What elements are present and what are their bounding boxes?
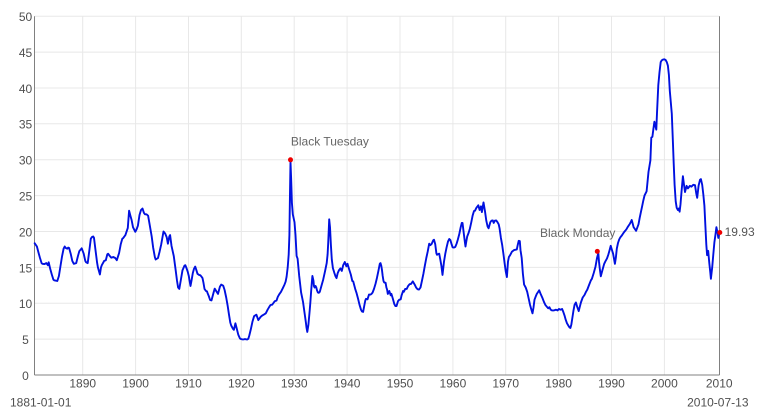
svg-text:1950: 1950 bbox=[387, 377, 414, 391]
svg-text:15: 15 bbox=[19, 261, 33, 275]
svg-text:1881-01-01: 1881-01-01 bbox=[10, 396, 72, 410]
svg-text:1890: 1890 bbox=[69, 377, 96, 391]
svg-text:1920: 1920 bbox=[228, 377, 255, 391]
svg-text:Black Tuesday: Black Tuesday bbox=[291, 135, 369, 149]
svg-text:45: 45 bbox=[19, 46, 33, 60]
svg-text:19.93: 19.93 bbox=[725, 225, 755, 239]
svg-text:1940: 1940 bbox=[334, 377, 361, 391]
svg-text:2000: 2000 bbox=[651, 377, 678, 391]
svg-text:1960: 1960 bbox=[440, 377, 467, 391]
svg-text:1990: 1990 bbox=[598, 377, 625, 391]
svg-text:1980: 1980 bbox=[545, 377, 572, 391]
svg-text:20: 20 bbox=[19, 225, 33, 239]
svg-text:2010-07-13: 2010-07-13 bbox=[687, 396, 749, 410]
svg-text:10: 10 bbox=[19, 297, 33, 311]
svg-text:1910: 1910 bbox=[175, 377, 202, 391]
svg-text:50: 50 bbox=[19, 10, 33, 24]
svg-text:1930: 1930 bbox=[281, 377, 308, 391]
svg-text:1900: 1900 bbox=[122, 377, 149, 391]
svg-text:2010: 2010 bbox=[706, 377, 733, 391]
svg-text:40: 40 bbox=[19, 82, 33, 96]
svg-text:Black Monday: Black Monday bbox=[540, 226, 615, 240]
svg-text:25: 25 bbox=[19, 190, 33, 204]
svg-text:30: 30 bbox=[19, 154, 33, 168]
svg-text:1970: 1970 bbox=[492, 377, 519, 391]
svg-text:0: 0 bbox=[22, 369, 29, 383]
svg-text:5: 5 bbox=[22, 333, 29, 347]
svg-text:35: 35 bbox=[19, 118, 33, 132]
